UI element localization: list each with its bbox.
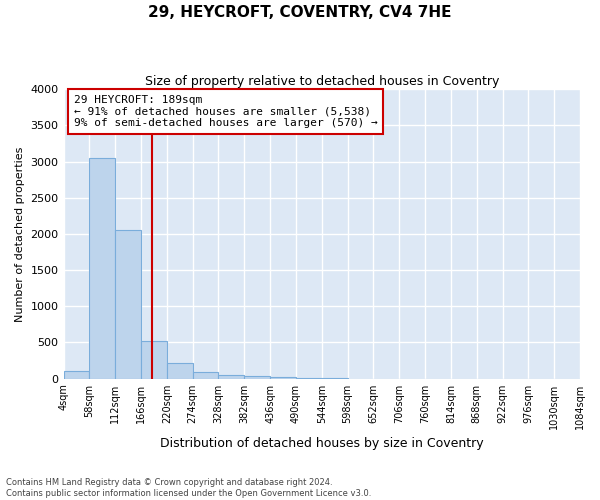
Text: 29, HEYCROFT, COVENTRY, CV4 7HE: 29, HEYCROFT, COVENTRY, CV4 7HE (148, 5, 452, 20)
Bar (193, 372, 218, 378)
Bar (64, 372, 89, 378)
Bar (167, 362, 193, 378)
Bar (218, 374, 244, 378)
Bar (270, 377, 296, 378)
Text: Contains HM Land Registry data © Crown copyright and database right 2024.
Contai: Contains HM Land Registry data © Crown c… (6, 478, 371, 498)
Bar (244, 376, 270, 378)
Y-axis label: Number of detached properties: Number of detached properties (15, 146, 25, 322)
Text: 29 HEYCROFT: 189sqm
← 91% of detached houses are smaller (5,538)
9% of semi-deta: 29 HEYCROFT: 189sqm ← 91% of detached ho… (74, 95, 377, 128)
Bar (115, 230, 141, 378)
X-axis label: Distribution of detached houses by size in Coventry: Distribution of detached houses by size … (160, 437, 484, 450)
Bar (89, 158, 115, 378)
Title: Size of property relative to detached houses in Coventry: Size of property relative to detached ho… (145, 75, 499, 88)
Bar (141, 341, 167, 378)
